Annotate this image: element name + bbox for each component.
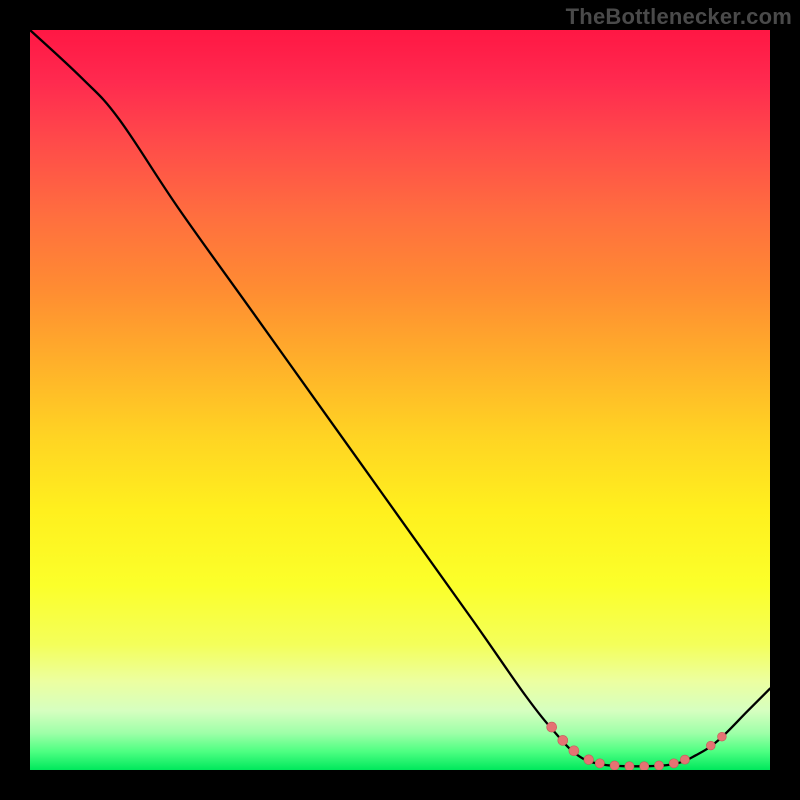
chart-svg xyxy=(30,30,770,770)
marker-point xyxy=(680,755,689,764)
marker-point xyxy=(610,761,619,770)
marker-point xyxy=(718,732,727,741)
marker-point xyxy=(547,722,557,732)
marker-point xyxy=(625,762,634,770)
marker-point xyxy=(640,762,649,770)
marker-point xyxy=(706,741,715,750)
marker-point xyxy=(595,759,604,768)
gradient-background xyxy=(30,30,770,770)
chart-plot-area xyxy=(30,30,770,770)
marker-point xyxy=(669,759,678,768)
marker-point xyxy=(569,746,579,756)
marker-point xyxy=(558,735,568,745)
marker-point xyxy=(654,761,663,770)
marker-point xyxy=(584,755,594,765)
watermark-text: TheBottlenecker.com xyxy=(566,4,792,30)
